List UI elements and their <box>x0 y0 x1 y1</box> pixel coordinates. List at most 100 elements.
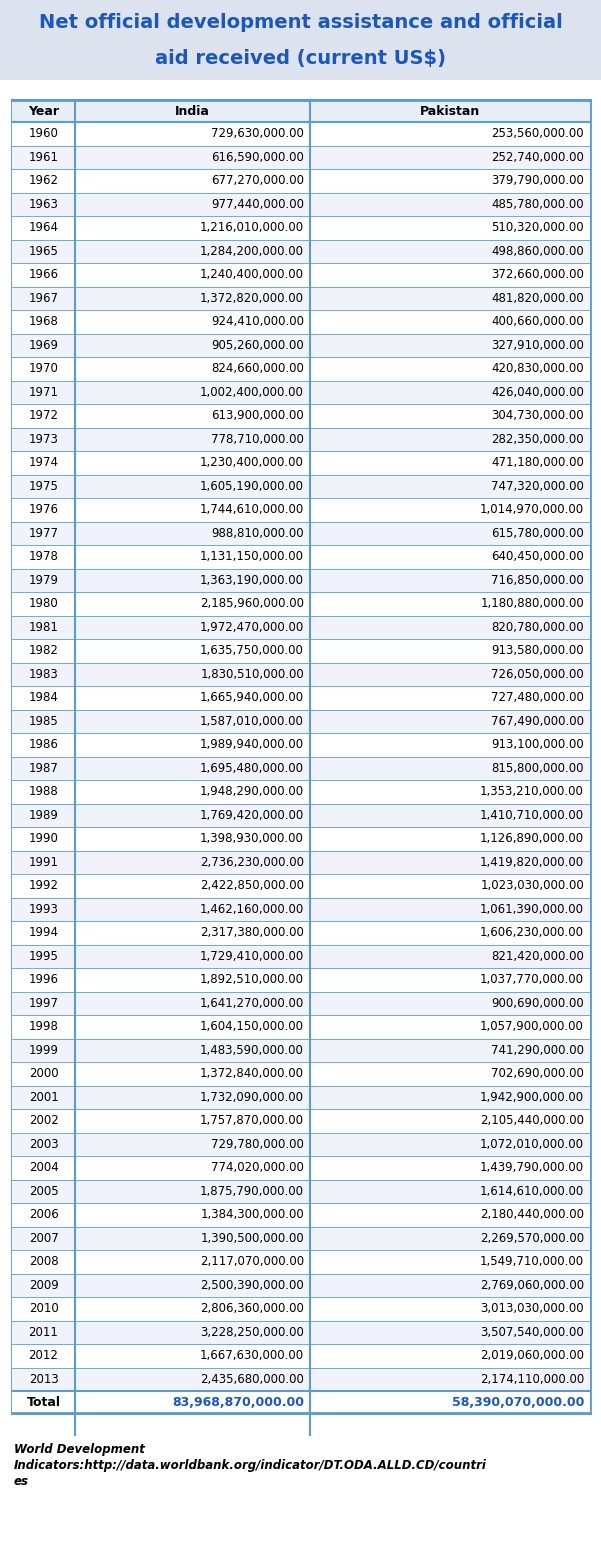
Text: 1,372,840,000.00: 1,372,840,000.00 <box>200 1067 304 1080</box>
Text: 1981: 1981 <box>29 620 58 634</box>
Bar <box>12 732 590 757</box>
Text: 716,850,000.00: 716,850,000.00 <box>491 573 584 587</box>
Text: 1,769,420,000.00: 1,769,420,000.00 <box>200 809 304 821</box>
Text: 2008: 2008 <box>29 1256 58 1268</box>
Text: 1960: 1960 <box>29 128 58 140</box>
Bar <box>12 168 590 193</box>
Bar <box>12 968 590 991</box>
Text: 1970: 1970 <box>29 363 58 375</box>
Text: 1997: 1997 <box>28 997 58 1010</box>
Bar <box>12 1133 590 1156</box>
Text: 1,606,230,000.00: 1,606,230,000.00 <box>480 927 584 939</box>
Text: 747,320,000.00: 747,320,000.00 <box>491 480 584 492</box>
Text: 1995: 1995 <box>29 950 58 963</box>
Bar <box>12 263 590 287</box>
Text: 481,820,000.00: 481,820,000.00 <box>491 291 584 305</box>
Text: 1991: 1991 <box>28 855 58 869</box>
Text: 2,117,070,000.00: 2,117,070,000.00 <box>200 1256 304 1268</box>
Bar <box>12 1109 590 1133</box>
Bar <box>12 569 590 592</box>
Bar <box>12 874 590 897</box>
Text: 824,660,000.00: 824,660,000.00 <box>211 363 304 375</box>
Bar <box>12 827 590 851</box>
Bar <box>12 944 590 968</box>
Text: 379,790,000.00: 379,790,000.00 <box>491 174 584 187</box>
Text: 702,690,000.00: 702,690,000.00 <box>491 1067 584 1080</box>
Bar <box>12 380 590 404</box>
Text: 304,730,000.00: 304,730,000.00 <box>492 410 584 422</box>
Text: 1974: 1974 <box>28 456 58 469</box>
Text: 2,736,230,000.00: 2,736,230,000.00 <box>200 855 304 869</box>
Text: 741,290,000.00: 741,290,000.00 <box>491 1044 584 1056</box>
Bar <box>12 639 590 662</box>
Bar <box>12 145 590 168</box>
Text: 2001: 2001 <box>29 1091 58 1103</box>
Text: 1,757,870,000.00: 1,757,870,000.00 <box>200 1114 304 1128</box>
Text: 1,604,150,000.00: 1,604,150,000.00 <box>200 1020 304 1033</box>
Text: 471,180,000.00: 471,180,000.00 <box>491 456 584 469</box>
Text: 1,131,150,000.00: 1,131,150,000.00 <box>200 550 304 564</box>
Text: 1,989,940,000.00: 1,989,940,000.00 <box>200 738 304 751</box>
Text: 726,050,000.00: 726,050,000.00 <box>491 668 584 681</box>
Text: 1989: 1989 <box>29 809 58 821</box>
Text: 2,769,060,000.00: 2,769,060,000.00 <box>480 1279 584 1292</box>
Text: 58,390,070,000.00: 58,390,070,000.00 <box>451 1396 584 1408</box>
Bar <box>12 804 590 827</box>
Text: 2,180,440,000.00: 2,180,440,000.00 <box>480 1209 584 1221</box>
Text: 821,420,000.00: 821,420,000.00 <box>491 950 584 963</box>
Text: 2007: 2007 <box>29 1232 58 1245</box>
Text: 2,105,440,000.00: 2,105,440,000.00 <box>480 1114 584 1128</box>
Text: Net official development assistance and official: Net official development assistance and … <box>38 12 563 31</box>
Bar <box>12 475 590 499</box>
Text: 767,490,000.00: 767,490,000.00 <box>491 715 584 728</box>
Bar <box>12 100 590 1413</box>
Text: 1,057,900,000.00: 1,057,900,000.00 <box>480 1020 584 1033</box>
Text: 1,875,790,000.00: 1,875,790,000.00 <box>200 1184 304 1198</box>
Bar <box>12 122 590 145</box>
Bar <box>12 287 590 310</box>
Text: aid received (current US$): aid received (current US$) <box>155 48 446 67</box>
Text: 372,660,000.00: 372,660,000.00 <box>491 268 584 282</box>
Text: 913,580,000.00: 913,580,000.00 <box>492 645 584 657</box>
Text: 1,892,510,000.00: 1,892,510,000.00 <box>200 974 304 986</box>
Bar <box>12 522 590 545</box>
Bar <box>12 1345 590 1368</box>
Text: 820,780,000.00: 820,780,000.00 <box>492 620 584 634</box>
Bar <box>12 1156 590 1179</box>
Text: 1,948,290,000.00: 1,948,290,000.00 <box>200 785 304 798</box>
Text: 615,780,000.00: 615,780,000.00 <box>491 527 584 539</box>
Text: 1994: 1994 <box>28 927 58 939</box>
Bar <box>12 1039 590 1063</box>
Bar <box>12 450 590 475</box>
Text: 426,040,000.00: 426,040,000.00 <box>491 386 584 399</box>
Text: 1961: 1961 <box>28 151 58 164</box>
Text: 616,590,000.00: 616,590,000.00 <box>211 151 304 164</box>
Text: 2006: 2006 <box>29 1209 58 1221</box>
Text: 400,660,000.00: 400,660,000.00 <box>491 315 584 329</box>
Text: India: India <box>175 104 210 117</box>
Text: 729,780,000.00: 729,780,000.00 <box>211 1137 304 1151</box>
Bar <box>12 1063 590 1086</box>
Bar <box>12 1226 590 1250</box>
Text: 3,228,250,000.00: 3,228,250,000.00 <box>200 1326 304 1338</box>
Bar <box>12 1250 590 1273</box>
Text: 1,744,610,000.00: 1,744,610,000.00 <box>200 503 304 516</box>
Text: 1976: 1976 <box>28 503 58 516</box>
Text: 2003: 2003 <box>29 1137 58 1151</box>
Text: 1,072,010,000.00: 1,072,010,000.00 <box>480 1137 584 1151</box>
Text: 2010: 2010 <box>29 1302 58 1315</box>
Text: Year: Year <box>28 104 59 117</box>
Text: Pakistan: Pakistan <box>420 104 480 117</box>
Text: 485,780,000.00: 485,780,000.00 <box>492 198 584 210</box>
Text: 613,900,000.00: 613,900,000.00 <box>211 410 304 422</box>
Text: 1,942,900,000.00: 1,942,900,000.00 <box>480 1091 584 1103</box>
Text: 2,500,390,000.00: 2,500,390,000.00 <box>200 1279 304 1292</box>
Bar <box>12 662 590 686</box>
Text: 1,605,190,000.00: 1,605,190,000.00 <box>200 480 304 492</box>
Text: 2,019,060,000.00: 2,019,060,000.00 <box>480 1349 584 1362</box>
Text: 1,398,930,000.00: 1,398,930,000.00 <box>200 832 304 846</box>
Text: 1,014,970,000.00: 1,014,970,000.00 <box>480 503 584 516</box>
Bar <box>12 1368 590 1391</box>
Text: 1966: 1966 <box>28 268 58 282</box>
Text: 1,363,190,000.00: 1,363,190,000.00 <box>200 573 304 587</box>
